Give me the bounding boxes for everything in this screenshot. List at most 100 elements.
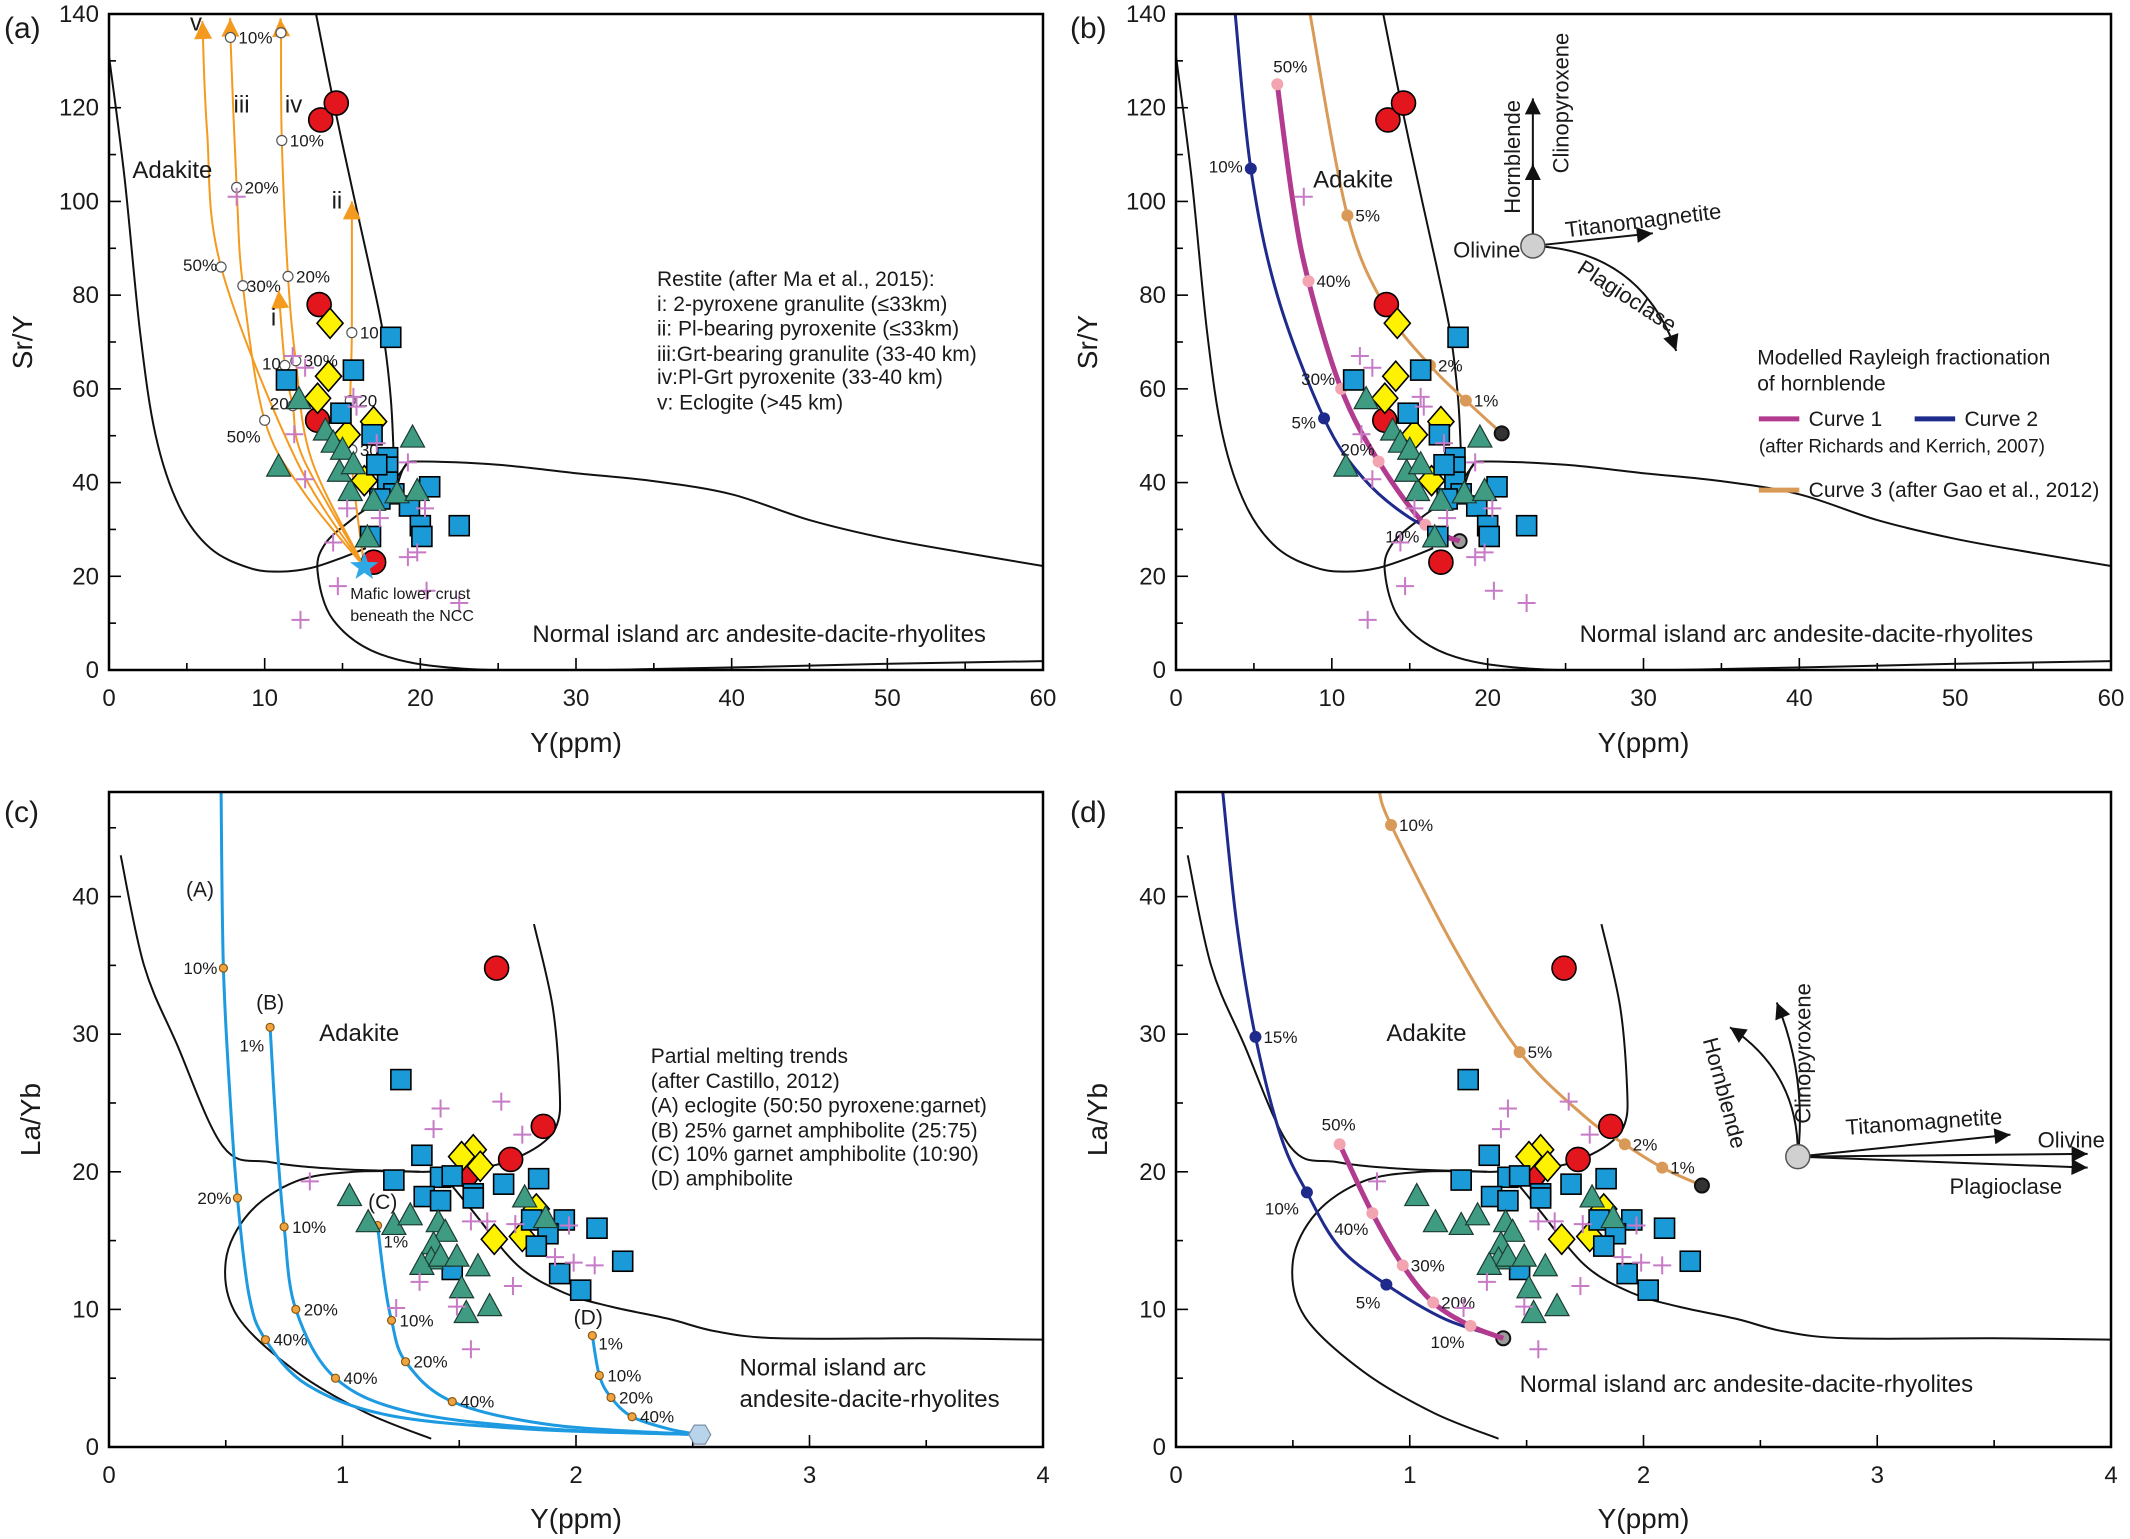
arc-field-label: Normal island arc andesite-dacite-rhyoli… — [1580, 621, 2034, 648]
trend-point-label: 10% — [1209, 158, 1243, 177]
data-point-square — [1592, 1235, 1615, 1257]
trend-point-label: 20% — [245, 178, 279, 197]
data-point-plus — [416, 499, 435, 518]
trend-point-label: 20% — [1441, 1294, 1475, 1313]
trend-point-label: 40% — [1316, 272, 1350, 291]
data-point-circle — [323, 90, 350, 116]
y-tick-label: 20 — [72, 1159, 99, 1186]
trend-point-label: 20% — [304, 1300, 338, 1319]
arrowhead-icon — [2071, 1159, 2088, 1176]
source-point-hexagon — [688, 1424, 712, 1445]
data-point-circle — [306, 291, 332, 318]
trend-point-label: 40% — [273, 1331, 307, 1350]
adakite-field-label: Adakite — [1386, 1020, 1466, 1047]
data-point-plus — [1529, 1340, 1548, 1359]
data-point-triangle — [476, 1292, 503, 1317]
data-point-square — [1433, 453, 1455, 476]
data-point-circle — [1390, 90, 1417, 116]
data-point-plus — [1466, 548, 1485, 567]
x-tick-label: 50 — [1942, 685, 1969, 712]
trend-point — [627, 1412, 637, 1422]
data-point-square — [1397, 402, 1419, 425]
field-boundary-line — [109, 56, 367, 573]
data-point-plus — [1545, 1212, 1564, 1231]
x-tick-label: 30 — [1630, 685, 1657, 712]
trend-point — [1341, 209, 1354, 222]
x-tick-label: 0 — [1169, 685, 1182, 712]
trend-point — [1459, 394, 1472, 407]
trend-point — [291, 1304, 301, 1314]
data-point-plus — [1294, 187, 1313, 206]
data-point-square — [441, 1165, 464, 1187]
data-point-plus — [478, 1212, 497, 1231]
data-point-triangle — [464, 1252, 491, 1277]
panel-label: (d) — [1070, 796, 1107, 829]
data-point-square — [448, 514, 471, 537]
legend-item-label: Curve 1 — [1809, 408, 1883, 431]
trend-point-label: 40% — [1334, 1220, 1368, 1239]
data-point-triangle — [1476, 1251, 1503, 1275]
data-point-circle — [497, 1146, 524, 1173]
vector-label: Hornblende — [1500, 100, 1525, 214]
arrowhead-icon — [194, 21, 213, 40]
series-plus — [300, 1092, 604, 1359]
panel-d: (d)0 1 2 3 4010203040Y(ppm)La/Yb15%10%5%50%4… — [1070, 790, 2118, 1534]
data-point-square — [1428, 423, 1451, 446]
plot-area: 50%v50%30%20%10%iii30%20%10%iv2010i30201… — [109, 9, 1043, 670]
trend-point — [1244, 162, 1257, 175]
y-tick-label: 140 — [1126, 1, 1166, 28]
x-tick-label: 60 — [1030, 685, 1057, 712]
data-point-plus — [1391, 533, 1410, 552]
data-point-plus — [461, 1212, 480, 1231]
panel-label: (a) — [4, 12, 41, 45]
data-point-plus — [1454, 1299, 1473, 1318]
vector-line — [1775, 1002, 1801, 1157]
data-point-square — [586, 1217, 608, 1240]
y-tick-label: 120 — [59, 95, 99, 122]
trend-point-label: 40% — [343, 1369, 377, 1388]
fractionation-vectors: Hornblende Clinopyroxene Titanomagnetite Ol… — [1698, 983, 2105, 1199]
trend-point-label: 1% — [1474, 392, 1499, 411]
data-point-plus — [1358, 610, 1377, 629]
data-point-triangle — [1544, 1292, 1571, 1317]
trend-point-label: 5% — [1356, 1294, 1381, 1313]
legend-line: v: Eclogite (>45 km) — [657, 391, 843, 414]
data-point-plus — [503, 1277, 522, 1295]
plot-frame — [1174, 790, 2113, 1449]
data-point-diamond — [1370, 382, 1399, 415]
data-point-triangle — [1515, 1274, 1542, 1299]
vector-line — [1797, 1155, 2088, 1169]
trend-point-label: 10% — [1265, 1199, 1299, 1218]
y-tick-label: 20 — [72, 563, 99, 590]
series-plus — [1368, 1092, 1672, 1359]
legend-line: (B) 25% garnet amphibolite (25:75) — [651, 1119, 978, 1142]
data-point-triangle — [1471, 477, 1498, 502]
trend-point-label: 2% — [1438, 356, 1463, 375]
trend-point-label: 10% — [292, 1218, 326, 1237]
adakite-field-label: Adakite — [132, 157, 212, 184]
data-point-square — [1595, 1167, 1617, 1190]
trend-point-label: 20% — [619, 1388, 653, 1407]
data-point-square — [1679, 1250, 1702, 1273]
data-point-triangle — [443, 1242, 470, 1267]
data-point-plus — [450, 593, 469, 612]
data-point-circle — [1551, 955, 1577, 981]
data-point-square — [1478, 1144, 1501, 1167]
legend-line: Restite (after Ma et al., 2015): — [657, 268, 935, 291]
arrowhead-icon — [1729, 1027, 1748, 1043]
trend-name-label: v — [190, 9, 202, 36]
trend-point-label: 10 — [262, 354, 281, 373]
curve-end-point — [1493, 425, 1510, 442]
data-point-plus — [1483, 499, 1502, 518]
data-point-plus — [1414, 397, 1433, 416]
data-point-triangle — [1404, 477, 1431, 502]
data-point-plus — [585, 1256, 604, 1275]
vector-line — [1797, 1133, 2011, 1158]
trend-point — [260, 1335, 271, 1345]
vector-line — [1797, 1152, 2088, 1158]
panel-c: (c)0 1 2 3 4010203040Y(ppm)La/Yb10%20%40%(A)… — [4, 790, 1050, 1534]
x-tick-label: 10 — [251, 685, 278, 712]
trend-point — [276, 134, 288, 147]
data-point-square — [1457, 1068, 1479, 1091]
